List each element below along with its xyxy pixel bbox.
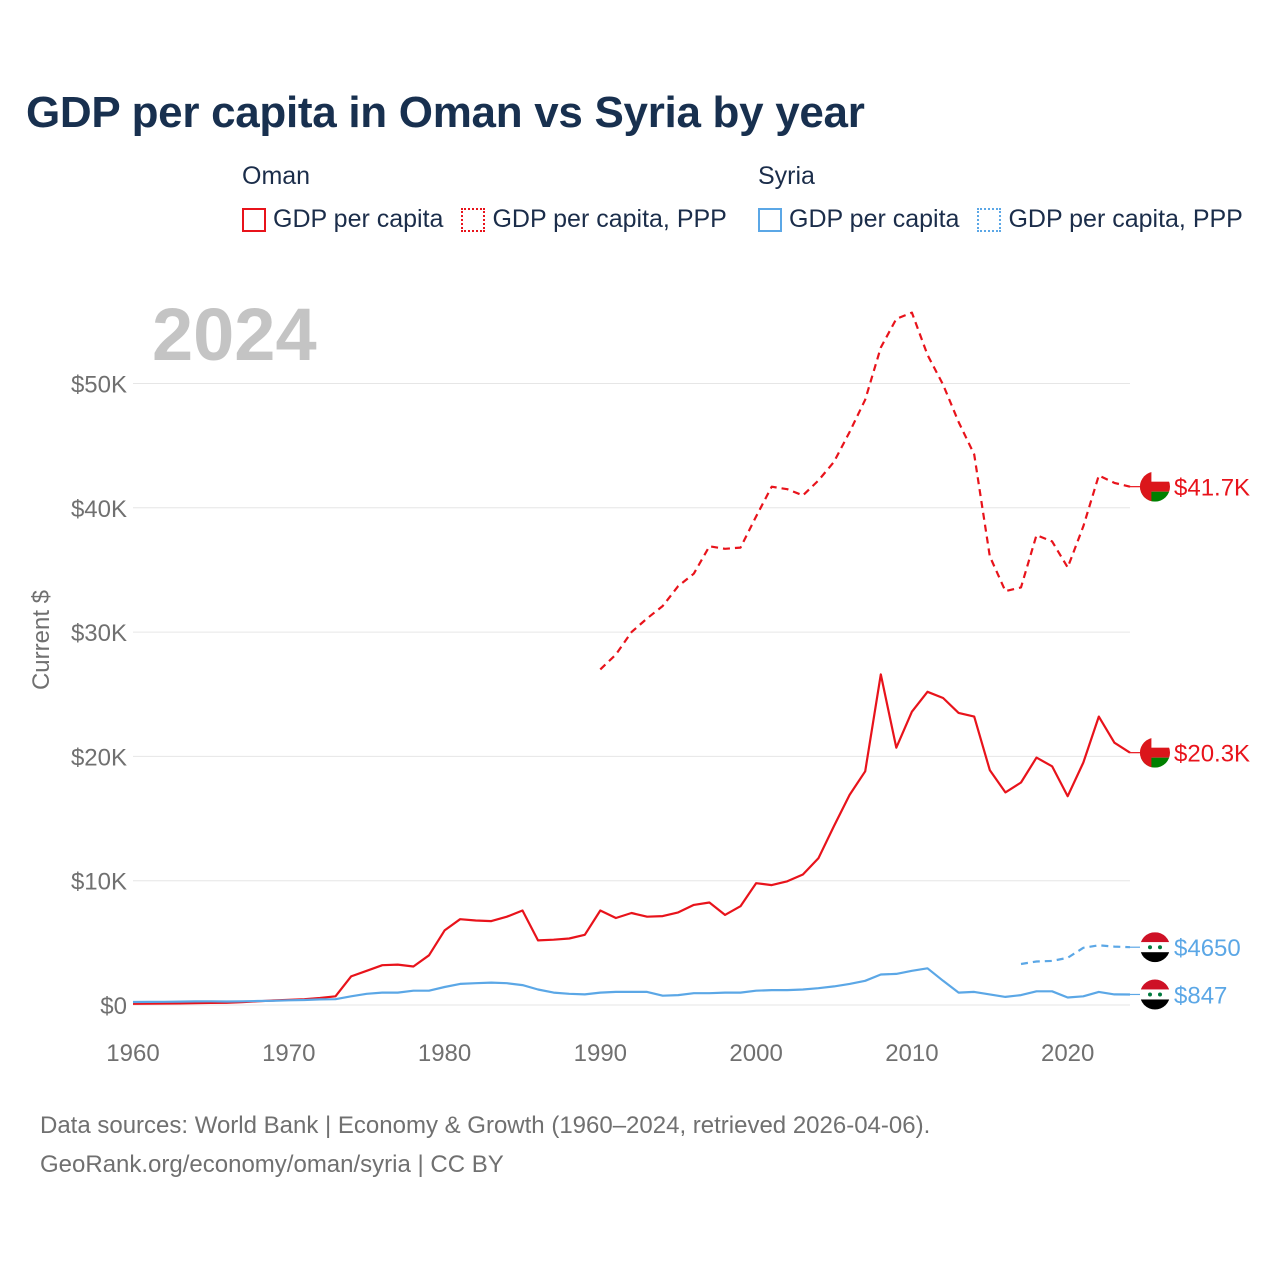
footer-attribution[interactable]: GeoRank.org/economy/oman/syria | CC BY — [40, 1151, 504, 1178]
legend-syria: Syria GDP per capita GDP per capita, PPP — [758, 162, 1243, 234]
legend-swatch-dotted-icon — [461, 207, 486, 232]
y-tick-label: $0 — [100, 993, 127, 1020]
x-tick-label: 1980 — [418, 1040, 471, 1067]
y-tick-label: $10K — [71, 869, 127, 896]
y-tick-label: $40K — [71, 496, 127, 523]
chart-title: GDP per capita in Oman vs Syria by year — [26, 88, 865, 137]
syria-flag-icon — [1140, 932, 1170, 963]
legend-label: GDP per capita, PPP — [492, 205, 727, 233]
footer-sources: Data sources: World Bank | Economy & Gro… — [40, 1112, 931, 1139]
series-line-0 — [132, 673, 1131, 1005]
x-tick-label: 1960 — [106, 1040, 159, 1067]
x-tick-label: 2020 — [1041, 1040, 1094, 1067]
syria-flag-icon — [1140, 979, 1170, 1010]
y-tick-label: $50K — [71, 372, 127, 399]
x-tick-label: 2010 — [885, 1040, 938, 1067]
year-watermark: 2024 — [152, 293, 317, 376]
legend-oman-country: Oman — [242, 162, 311, 190]
legend-oman-gdp[interactable]: GDP per capita — [242, 205, 443, 234]
end-value-label: $41.7K — [1174, 475, 1250, 502]
end-value-label: $847 — [1174, 982, 1227, 1009]
x-tick-label: 1990 — [574, 1040, 627, 1067]
legend-label: GDP per capita — [789, 205, 960, 233]
legend-swatch-solid-icon — [758, 207, 782, 232]
legend-oman: Oman GDP per capita GDP per capita, PPP — [242, 162, 727, 234]
legend-syria-country: Syria — [758, 162, 815, 190]
legend-label: GDP per capita, PPP — [1008, 205, 1243, 233]
legend-oman-gdp-ppp[interactable]: GDP per capita, PPP — [461, 205, 727, 234]
legend-syria-gdp[interactable]: GDP per capita — [758, 205, 959, 234]
series-line-1 — [599, 311, 1131, 671]
y-tick-label: $20K — [71, 744, 127, 771]
legend-swatch-solid-icon — [242, 207, 266, 232]
end-value-label: $20.3K — [1174, 741, 1250, 768]
x-tick-label: 2000 — [729, 1040, 782, 1067]
legend-syria-gdp-ppp[interactable]: GDP per capita, PPP — [977, 205, 1243, 234]
x-tick-label: 1970 — [262, 1040, 315, 1067]
legend-swatch-dotted-icon — [977, 207, 1002, 232]
oman-flag-icon — [1140, 737, 1170, 768]
end-value-label: $4650 — [1174, 935, 1241, 962]
footer: Data sources: World Bank | Economy & Gro… — [40, 1106, 930, 1184]
series-line-3 — [1020, 944, 1131, 966]
series-line-2 — [132, 967, 1131, 1004]
legend-label: GDP per capita — [273, 205, 444, 233]
oman-flag-icon — [1140, 471, 1170, 502]
y-tick-label: $30K — [71, 620, 127, 647]
